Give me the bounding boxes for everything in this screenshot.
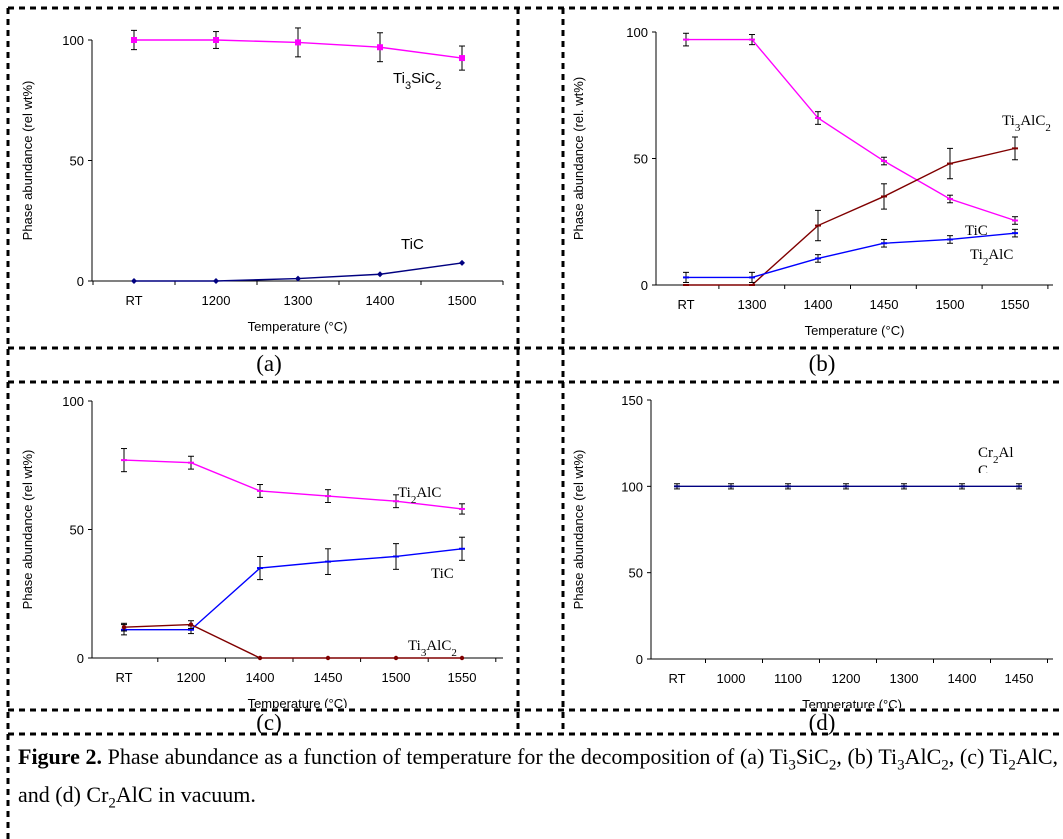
series-line-Ti2AlC (686, 232, 1016, 279)
y-axis-title: Phase abundance (rel wt%) (571, 450, 586, 610)
x-tick-label: 1500 (936, 297, 965, 312)
x-tick-label: 1400 (366, 293, 395, 308)
x-tick-label: RT (125, 293, 142, 308)
y-axis-title: Phase abundance (rel wt%) (20, 450, 35, 610)
series-line-Ti3AlC2 (123, 623, 462, 659)
caption-label: Figure 2. (18, 744, 103, 769)
x-tick-label: 1300 (284, 293, 313, 308)
chart-panel-a: 0 50 100 RT 1200 1300 1400 1500 Temperature (°C)… (20, 27, 504, 334)
series-label-Ti3SiC2: Ti3SiC2 (393, 70, 441, 92)
y-tick-label: 100 (62, 33, 84, 48)
series-line-TiC (124, 548, 463, 631)
y-tick-label: 150 (621, 393, 643, 408)
x-tick-label: 1000 (717, 671, 746, 686)
data-point (121, 624, 127, 630)
x-tick-label: 1450 (314, 670, 343, 685)
x-tick-label: 1550 (448, 670, 477, 685)
data-point (393, 655, 399, 661)
y-tick-label: 50 (70, 154, 84, 169)
chart-panel-d: 0 50 100 150 RT 1000 1100 1200 1300 1400 1450 Tempe… (571, 393, 1053, 708)
panel-label-a: (a) (256, 351, 282, 376)
x-axis-title: Temperature (°C) (805, 323, 905, 338)
series-label-Ti2AlC: Ti2AlC (970, 247, 1013, 268)
x-axis-title: Temperature (°C) (802, 697, 902, 708)
data-point (459, 55, 465, 62)
x-tick-label: 1100 (774, 671, 802, 686)
series-label-Ti3AlC2: Ti3AlC2 (408, 638, 457, 659)
x-tick-label: 1200 (177, 670, 206, 685)
data-point (213, 278, 219, 284)
data-point (295, 39, 301, 46)
x-tick-label: 1400 (246, 670, 275, 685)
y-tick-label: 50 (634, 152, 648, 167)
data-point (459, 655, 465, 661)
x-tick-label: 1400 (948, 671, 977, 686)
y-axis-title: Phase abundance (rel. wt%) (571, 77, 586, 240)
series-line-TiC (686, 147, 1016, 286)
x-tick-label: 1550 (1001, 297, 1030, 312)
y-tick-label: 100 (621, 479, 643, 494)
y-tick-label: 50 (629, 566, 643, 581)
data-point (188, 622, 194, 627)
x-tick-label: 1200 (202, 293, 231, 308)
panel-label-d: (d) (808, 710, 836, 735)
y-tick-label: 0 (77, 651, 84, 666)
x-tick-label: 1200 (832, 671, 861, 686)
caption-text: Phase abundance as a function of tempera… (18, 744, 1058, 812)
y-axis-title: Phase abundance (rel wt%) (20, 81, 35, 241)
series-line-Ti3AlC2 (686, 38, 1016, 222)
chart-panel-c: 0 50 100 RT 1200 1400 1450 1500 1550 Temperature … (20, 394, 503, 708)
x-axis-title: Temperature (°C) (248, 696, 348, 708)
y-tick-label: 100 (62, 394, 84, 409)
series-label-TiC: TiC (401, 236, 424, 253)
figure-caption: Figure 2. Phase abundance as a function … (18, 742, 1058, 819)
x-tick-label: 1500 (448, 293, 477, 308)
x-tick-label: RT (668, 671, 685, 686)
data-point (257, 655, 263, 661)
data-point (377, 44, 383, 51)
x-tick-label: 1300 (738, 297, 767, 312)
x-tick-label: 1300 (890, 671, 919, 686)
x-tick-label: 1450 (870, 297, 899, 312)
series-label-TiC: TiC (965, 223, 988, 239)
y-tick-label: 100 (626, 25, 648, 40)
x-tick-label: RT (677, 297, 694, 312)
data-point (213, 37, 219, 43)
data-point (131, 37, 137, 43)
y-tick-label: 0 (641, 278, 648, 293)
x-axis-title: Temperature (°C) (248, 319, 348, 334)
series-label-TiC: TiC (431, 566, 454, 582)
series-label-Cr2AlC: Cr2Al (978, 445, 1014, 466)
panel-label-b: (b) (808, 351, 836, 376)
x-tick-label: 1400 (804, 297, 833, 312)
data-point (131, 278, 137, 284)
series-label-Ti3AlC2: Ti3AlC2 (1002, 113, 1051, 134)
series-label-cut: C (978, 463, 988, 479)
data-point (295, 275, 301, 282)
data-point (459, 259, 465, 266)
x-tick-label: 1500 (382, 670, 411, 685)
data-point (377, 271, 383, 278)
x-tick-label: 1450 (1005, 671, 1034, 686)
chart-panel-b: 0 50 100 RT 1300 1400 1450 1500 1550 Temperature … (571, 25, 1053, 338)
panel-label-c: (c) (256, 710, 282, 735)
x-tick-label: RT (115, 670, 132, 685)
y-tick-label: 50 (70, 523, 84, 538)
data-point (325, 655, 331, 661)
y-tick-label: 0 (636, 652, 643, 667)
y-tick-label: 0 (77, 274, 84, 289)
series-label-Ti2AlC: Ti2AlC (398, 485, 441, 506)
series-line-Ti2AlC (123, 459, 463, 510)
